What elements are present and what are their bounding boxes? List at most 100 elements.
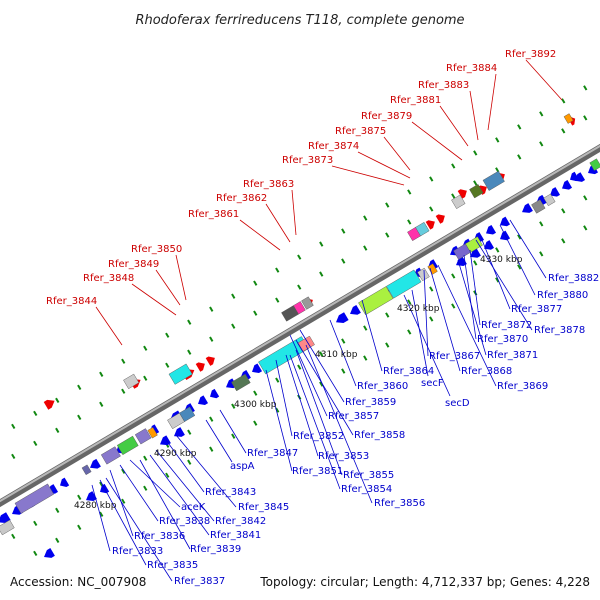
gene-label-reverse[interactable]: Rfer_3838	[159, 516, 210, 527]
reverse-gene-arrow	[252, 363, 263, 374]
gene-label-reverse[interactable]: Rfer_3833	[112, 546, 163, 557]
guide-tick	[143, 455, 148, 461]
gene-label-reverse[interactable]: Rfer_3858	[354, 430, 405, 441]
gene-label-reverse[interactable]: Rfer_3839	[190, 544, 241, 555]
forward-leader-line	[95, 306, 123, 346]
gene-label-reverse[interactable]: Rfer_3867	[429, 351, 480, 362]
gene-label-reverse[interactable]: Rfer_3847	[247, 448, 298, 459]
gene-block	[14, 483, 55, 514]
gene-label-forward[interactable]: Rfer_3849	[108, 259, 159, 270]
gene-label-forward[interactable]: Rfer_3861	[188, 209, 239, 220]
reverse-leader-line	[329, 319, 357, 387]
gene-block-shape	[301, 296, 314, 310]
gene-label-reverse[interactable]: Rfer_3843	[205, 487, 256, 498]
gene-block-shape	[14, 483, 55, 514]
gene-label-forward[interactable]: Rfer_3883	[418, 80, 469, 91]
gene-label-forward[interactable]: Rfer_3862	[216, 193, 267, 204]
gene-label-reverse[interactable]: Rfer_3851	[292, 466, 343, 477]
gene-label-forward[interactable]: Rfer_3879	[361, 111, 412, 122]
reverse-leader-line	[91, 484, 111, 552]
reverse-gene-arrow	[44, 548, 55, 558]
forward-leader-line	[525, 59, 563, 101]
guide-tick	[99, 401, 104, 407]
forward-leader-line	[331, 165, 405, 186]
reverse-gene-arrow	[174, 427, 185, 437]
gene-label-reverse[interactable]: Rfer_3868	[461, 366, 512, 377]
gene-label-reverse[interactable]: Rfer_3871	[487, 350, 538, 361]
gene-label-reverse[interactable]: Rfer_3878	[534, 325, 585, 336]
gene-label-reverse[interactable]: Rfer_3857	[328, 411, 379, 422]
guide-tick	[55, 537, 60, 543]
gene-label-reverse[interactable]: Rfer_3841	[210, 530, 261, 541]
reverse-gene-shape	[198, 395, 209, 405]
gene-label-forward[interactable]: Rfer_3873	[282, 155, 333, 166]
gene-label-reverse[interactable]: Rfer_3870	[477, 334, 528, 345]
gene-label-forward[interactable]: Rfer_3848	[83, 273, 134, 284]
guide-tick	[187, 429, 192, 435]
gene-label-reverse[interactable]: aspA	[230, 461, 255, 472]
guide-tick	[407, 299, 412, 305]
guide-tick	[209, 336, 214, 342]
gene-label-reverse[interactable]: Rfer_3869	[497, 381, 548, 392]
gene-label-forward[interactable]: Rfer_3881	[390, 95, 441, 106]
gene-label-reverse[interactable]: Rfer_3853	[318, 451, 369, 462]
guide-tick	[231, 323, 236, 329]
guide-tick	[495, 277, 500, 283]
gene-block-shape	[168, 363, 193, 385]
reverse-gene-arrow	[500, 216, 511, 227]
forward-gene-arrow	[425, 220, 435, 230]
reverse-leader-line	[423, 269, 429, 357]
gene-label-reverse[interactable]: Rfer_3856	[374, 498, 425, 509]
reverse-gene-shape	[570, 171, 580, 182]
gene-label-reverse[interactable]: Rfer_3864	[383, 366, 434, 377]
reverse-leader-line	[305, 344, 373, 504]
gene-label-reverse[interactable]: Rfer_3877	[511, 304, 562, 315]
gene-label-reverse[interactable]: Rfer_3842	[215, 516, 266, 527]
guide-tick	[429, 176, 434, 182]
reverse-gene-shape	[86, 491, 97, 501]
gene-label-reverse[interactable]: Rfer_3852	[293, 431, 344, 442]
guide-tick	[187, 459, 192, 465]
guide-tick	[429, 316, 434, 322]
gene-block-shape	[134, 428, 152, 445]
gene-block	[297, 335, 315, 353]
gene-label-reverse[interactable]: Rfer_3845	[238, 502, 289, 513]
guide-tick	[55, 397, 60, 403]
gene-label-forward[interactable]: Rfer_3875	[335, 126, 386, 137]
gene-label-reverse[interactable]: secD	[445, 398, 470, 409]
reverse-gene-shape	[210, 388, 220, 399]
guide-tick	[473, 150, 478, 156]
gene-label-reverse[interactable]: Rfer_3837	[174, 576, 225, 587]
guide-tick	[319, 241, 324, 247]
gene-label-reverse[interactable]: Rfer_3859	[345, 397, 396, 408]
guide-tick	[121, 358, 126, 364]
gene-label-reverse[interactable]: secF	[421, 378, 444, 389]
gene-label-reverse[interactable]: Rfer_3854	[341, 484, 392, 495]
gene-block	[0, 519, 15, 536]
gene-block	[147, 427, 158, 439]
gene-label-forward[interactable]: Rfer_3850	[131, 244, 182, 255]
gene-label-forward[interactable]: Rfer_3874	[308, 141, 359, 152]
reverse-gene-arrow	[486, 224, 497, 235]
gene-label-forward[interactable]: Rfer_3892	[505, 49, 556, 60]
forward-gene-shape	[425, 220, 435, 230]
forward-leader-line	[357, 151, 411, 179]
gene-label-reverse[interactable]: Rfer_3855	[343, 470, 394, 481]
gene-label-reverse[interactable]: Rfer_3880	[537, 290, 588, 301]
gene-label-reverse[interactable]: aceK	[181, 502, 206, 513]
gene-label-forward[interactable]: Rfer_3863	[243, 179, 294, 190]
reverse-gene-shape	[550, 187, 561, 197]
guide-tick	[517, 154, 522, 160]
gene-label-reverse[interactable]: Rfer_3835	[147, 560, 198, 571]
gene-block-shape	[417, 267, 430, 282]
reverse-leader-line	[289, 334, 328, 417]
gene-label-reverse[interactable]: Rfer_3836	[134, 531, 185, 542]
gene-label-reverse[interactable]: Rfer_3882	[548, 273, 599, 284]
gene-block-shape	[81, 464, 92, 476]
reverse-leader-line	[429, 267, 461, 372]
gene-label-reverse[interactable]: Rfer_3872	[481, 320, 532, 331]
gene-label-forward[interactable]: Rfer_3884	[446, 63, 497, 74]
gene-label-forward[interactable]: Rfer_3844	[46, 296, 97, 307]
gene-label-reverse[interactable]: Rfer_3860	[357, 381, 408, 392]
guide-tick	[187, 319, 192, 325]
